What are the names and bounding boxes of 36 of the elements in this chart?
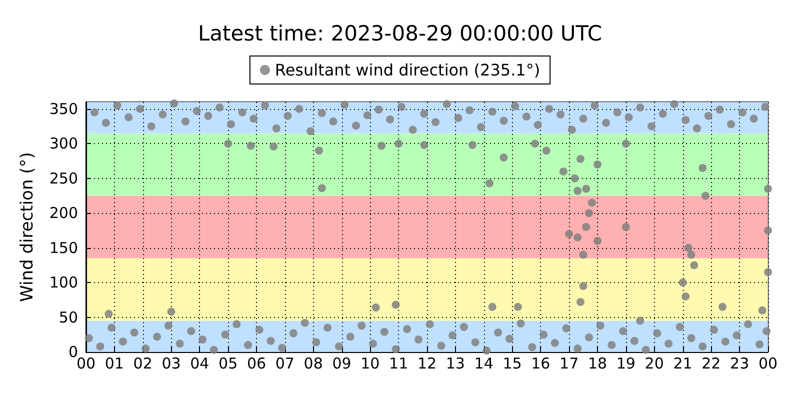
x-tick-label: 18 <box>588 354 608 372</box>
x-tick-label: 13 <box>446 354 465 372</box>
y-tick-label: 150 <box>49 238 78 257</box>
x-tick-label: 15 <box>502 354 522 372</box>
x-tick-label: 01 <box>104 354 124 372</box>
x-tick-label: 03 <box>162 354 181 372</box>
y-tick-label: 50 <box>58 308 78 326</box>
x-tick-label: 16 <box>531 354 550 372</box>
x-tick-label: 22 <box>702 354 721 372</box>
y-tick-label: 350 <box>49 100 78 118</box>
x-tick-label: 14 <box>474 354 494 372</box>
x-tick-label: 06 <box>246 354 266 372</box>
x-tick-label: 07 <box>275 354 294 372</box>
x-tick-label: 08 <box>304 354 323 372</box>
x-tick-label: 00 <box>758 354 778 372</box>
legend-label: Resultant wind direction (235.1°) <box>274 60 540 80</box>
y-tick-label: 200 <box>49 204 78 222</box>
y-tick-label: 300 <box>49 134 78 153</box>
chart-title: Latest time: 2023-08-29 00:00:00 UTC <box>198 22 602 46</box>
x-tick-label: 12 <box>417 354 437 372</box>
x-tick-label: 00 <box>76 354 96 372</box>
x-tick-label: 02 <box>133 354 152 372</box>
x-tick-label: 05 <box>218 354 238 372</box>
x-tick-label: 17 <box>560 354 579 372</box>
y-tick-label: 0 <box>68 343 78 361</box>
x-tick-label: 09 <box>332 354 352 372</box>
y-axis-title: Wind direction (°) <box>18 152 38 302</box>
x-tick-label: 04 <box>190 354 210 372</box>
y-tick-label: 100 <box>49 274 78 292</box>
x-tick-label: 23 <box>730 354 750 372</box>
x-tick-label: 11 <box>389 354 408 372</box>
x-tick-label: 21 <box>673 354 692 372</box>
x-tick-label: 19 <box>616 354 636 372</box>
x-tick-label: 10 <box>360 354 380 372</box>
x-tick-label: 20 <box>644 354 664 372</box>
y-tick-label: 250 <box>49 169 78 188</box>
